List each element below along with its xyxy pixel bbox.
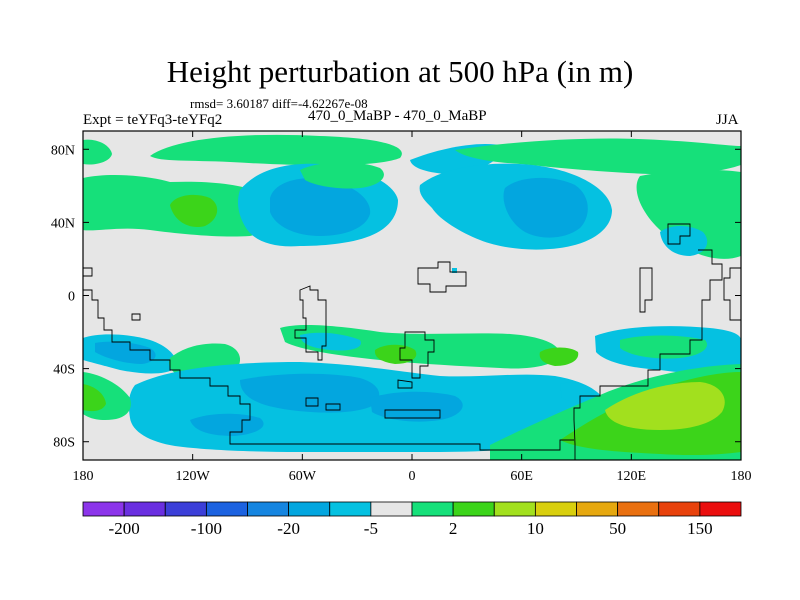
contour-arctic-west [83,139,112,165]
coastline-small-island-1 [131,313,141,321]
coastline-south-america [294,285,327,361]
contour-indian-core [539,347,579,366]
colorbar-swatch [247,501,290,517]
x-tick-label: 120E [617,469,647,484]
x-tick-label: 60E [510,469,533,484]
contour-south-atlantic-inner [300,332,361,351]
colorbar-swatch [82,501,125,517]
contour-southern-ocean-core-1 [240,373,380,413]
colorbar-swatch [699,501,742,517]
colorbar-swatch [493,501,536,517]
contour-pacific-north-core [170,194,218,228]
colorbar-swatch [534,501,577,517]
contour-north-arc-1 [150,134,402,166]
coastline-north-pacific-east [667,223,691,245]
colorbar-swatch [658,501,701,517]
colorbar-swatch [288,501,331,517]
contour-north-america-core [270,178,371,236]
colorbar-label: 2 [449,519,458,538]
colorbar-swatch [164,501,207,517]
y-tick-label: 0 [68,290,75,305]
experiment-label: Expt = teYFq3-teYFq2 [83,112,223,128]
coastline-south-africa [397,379,413,389]
colorbar-label: 10 [527,519,544,538]
x-tick-label: 180 [73,469,94,484]
map-subtitle: 470_0_MaBP - 470_0_MaBP [308,108,487,124]
coastline-west-north [83,267,93,277]
contour-atlantic-north [300,162,384,189]
contour-southern-ocean-core-2 [370,391,463,422]
contour-southwest-pacific-core [83,384,106,412]
colorbar-swatch [617,501,660,517]
colorbar-label: 50 [609,519,626,538]
map-title: Height perturbation at 500 hPa (in m) [166,54,634,89]
season-label: JJA [716,112,739,128]
colorbar-label: -5 [364,519,378,538]
contour-south-pacific-core [95,341,156,364]
x-tick-label: 0 [409,469,416,484]
colorbar-swatch [370,501,413,517]
x-tick-label: 60W [289,469,317,484]
y-axis: 80N 40N 0 40S 80S [51,143,741,451]
coastline-west-pacific [83,289,574,451]
coastline-eurasia-block [417,261,467,293]
colorbar-swatch [452,501,495,517]
contour-southeast-high-core [605,382,725,430]
x-axis: 180 120W 60W 0 60E 120E 180 [73,131,752,484]
contour-indian-east-inner [620,335,708,359]
colorbar: -200 -100 -20 -5 2 10 50 150 [82,501,742,538]
colorbar-swatch [411,501,454,517]
colorbar-swatch [123,501,166,517]
y-tick-label: 80N [51,143,75,158]
coastline-pacific-east-coast [573,249,723,460]
contour-pacific-northeast [636,169,741,259]
coastline-small-island-3 [325,403,341,411]
x-tick-label: 120W [176,469,211,484]
coastlines [83,223,741,460]
contour-south-atlantic-band [280,325,560,369]
height-field [83,131,741,460]
contour-arctic-east [455,138,741,175]
coastline-ice-shelf [384,409,441,419]
colorbar-label: -100 [191,519,222,538]
colorbar-swatch [576,501,619,517]
coastline-africa [399,331,435,379]
colorbar-label: 150 [687,519,713,538]
y-tick-label: 40S [53,363,75,378]
x-tick-label: 180 [731,469,752,484]
colorbar-swatch [205,501,248,517]
contour-pacific-northeast-low [660,226,708,256]
y-tick-label: 80S [53,436,75,451]
contour-southeast-edge [560,382,592,402]
coastline-east-edge [723,267,741,321]
colorbar-swatch [329,501,372,517]
stats-line: rmsd= 3.60187 diff=-4.62267e-08 [190,96,368,111]
coastline-small-island-2 [305,397,319,407]
contour-southern-ocean-core-3 [190,413,264,436]
y-tick-label: 40N [51,216,75,231]
contour-eurasia-core [503,177,588,238]
colorbar-label: -20 [277,519,300,538]
colorbar-label: -200 [109,519,140,538]
coastline-east-asia [639,267,653,313]
contour-south-atlantic-core [374,344,417,364]
